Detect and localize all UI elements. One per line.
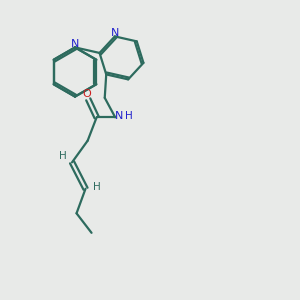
Text: H: H: [58, 151, 66, 161]
Text: N: N: [111, 28, 119, 38]
Text: O: O: [82, 89, 91, 99]
Text: N: N: [115, 111, 124, 121]
Text: N: N: [71, 39, 79, 49]
Text: H: H: [124, 111, 132, 121]
Text: H: H: [93, 182, 101, 192]
